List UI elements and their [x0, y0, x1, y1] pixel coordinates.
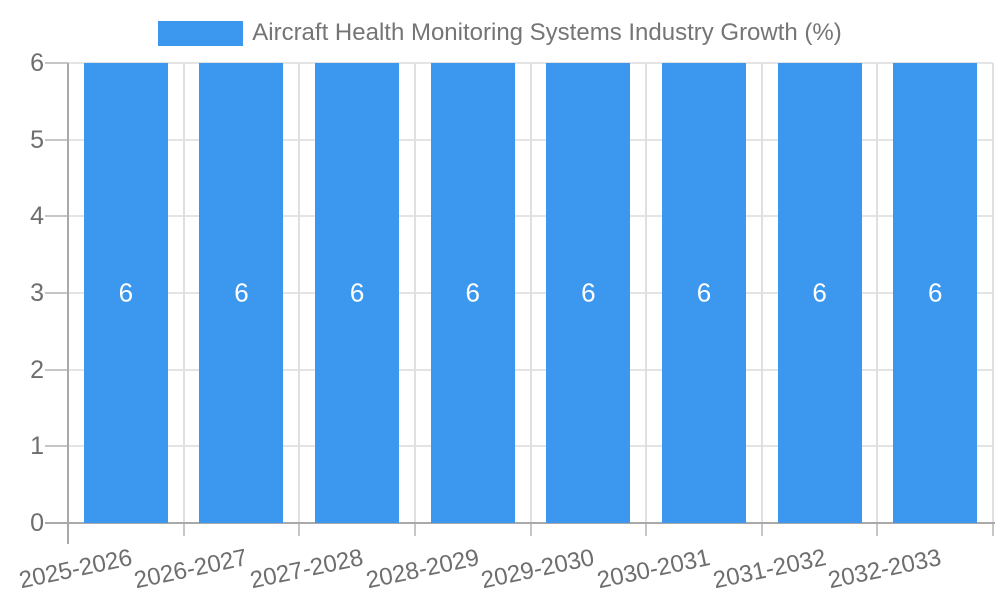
- bar-value-label: 6: [349, 277, 365, 308]
- y-axis-line: [67, 63, 69, 544]
- bar-value-label: 6: [581, 277, 596, 308]
- bar[interactable]: 6: [661, 63, 746, 523]
- y-tick-mark: [45, 445, 68, 448]
- bar-value-label: 6: [696, 277, 712, 308]
- bar-value-label: 6: [234, 277, 249, 308]
- x-gridline: [529, 63, 532, 523]
- x-gridline: [413, 63, 416, 523]
- y-tick-mark: [45, 215, 68, 218]
- bar[interactable]: 6: [777, 63, 862, 523]
- x-gridline: [992, 63, 994, 523]
- bar-value-label: 6: [927, 277, 943, 308]
- x-gridline: [876, 63, 879, 523]
- bar[interactable]: 6: [893, 63, 978, 523]
- x-gridline: [298, 63, 301, 523]
- bar[interactable]: 6: [83, 63, 168, 523]
- y-tick-mark: [45, 368, 68, 371]
- bar[interactable]: 6: [315, 63, 400, 523]
- x-axis-line: [45, 522, 995, 524]
- y-tick-label: 0: [30, 509, 44, 537]
- x-tick-mark: [992, 523, 994, 536]
- x-gridline: [760, 63, 763, 523]
- y-tick-label: 3: [30, 279, 44, 307]
- x-gridline: [645, 63, 648, 523]
- y-tick-label: 5: [30, 125, 44, 154]
- y-tick-label: 6: [30, 49, 44, 77]
- bar[interactable]: 6: [546, 63, 631, 523]
- legend-label: Aircraft Health Monitoring Systems Indus…: [252, 19, 842, 46]
- x-tick-mark: [529, 523, 532, 536]
- x-tick-mark: [298, 523, 301, 536]
- x-gridline: [182, 63, 185, 523]
- legend: Aircraft Health Monitoring Systems Indus…: [0, 19, 1000, 47]
- x-tick-mark: [645, 523, 648, 536]
- x-tick-mark: [876, 523, 879, 536]
- bar[interactable]: 6: [430, 63, 515, 523]
- x-tick-mark: [760, 523, 763, 536]
- x-tick-mark: [182, 523, 185, 536]
- bar-value-label: 6: [118, 277, 134, 308]
- y-tick-label: 2: [30, 355, 44, 384]
- y-tick-label: 4: [30, 202, 44, 231]
- y-tick-mark: [45, 62, 68, 64]
- bar[interactable]: 6: [199, 63, 284, 523]
- y-tick-mark: [45, 138, 68, 141]
- legend-swatch: [158, 20, 244, 46]
- x-tick-mark: [413, 523, 416, 536]
- y-tick-label: 1: [30, 432, 44, 461]
- bar-value-label: 6: [465, 277, 480, 308]
- y-tick-mark: [45, 292, 68, 294]
- bar-value-label: 6: [812, 277, 827, 308]
